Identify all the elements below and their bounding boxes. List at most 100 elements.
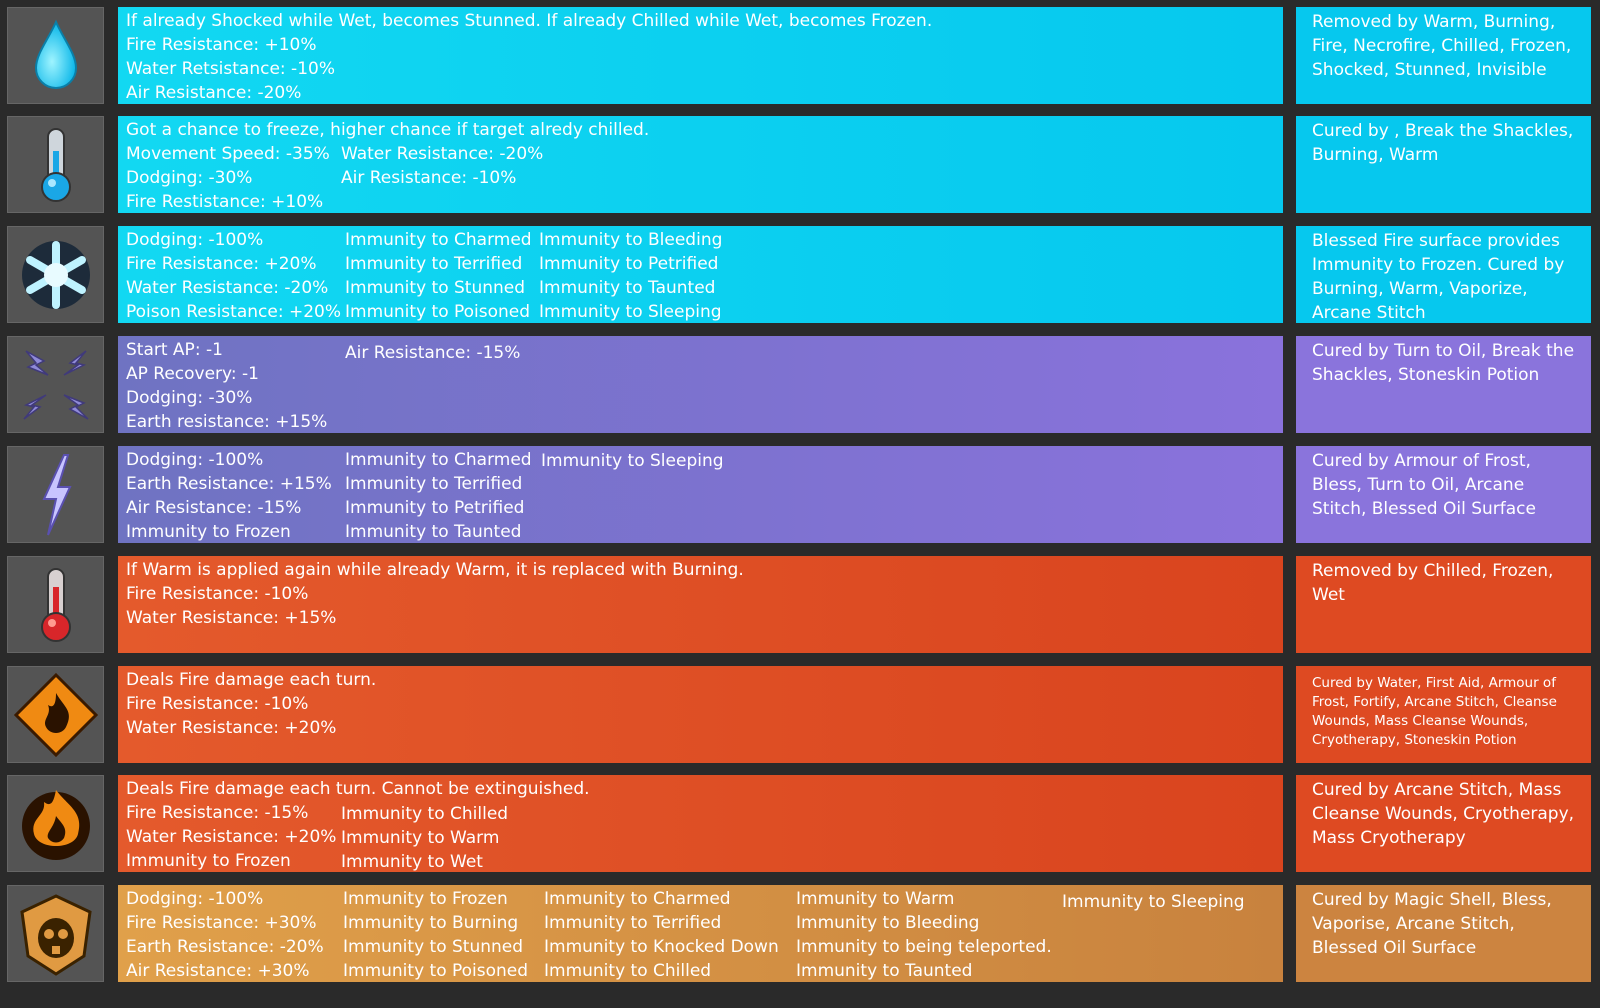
stat-line: Dodging: -100% [126,889,264,909]
status-row: If already Shocked while Wet, becomes St… [0,7,1600,107]
stat-line [126,118,330,142]
stat-line: Immunity to Warm [341,828,500,848]
stat-column: Movement Speed: -35% Dodging: -30% Fire Re… [126,118,330,214]
status-icon-tile [7,775,104,872]
stat-line: Fire Resistance: -10% [126,694,309,714]
status-row: Deals Fire damage each turn. Fire Resista… [0,666,1600,766]
stat-line: Earth resistance: +15% [126,412,328,432]
stat-line: Immunity to Burning [343,913,519,933]
stat-line: Immunity to Poisoned [343,961,529,981]
stat-line: Water Resistance: +20% [126,718,337,738]
stat-line [126,777,336,801]
status-description: Dodging: -100% Earth Resistance: +15% Air … [118,446,1283,543]
stat-line: Immunity to Terrified [345,254,523,274]
burning-icon [8,667,103,764]
status-description: Dodging: -100% Fire Resistance: +20% Water… [118,226,1283,323]
cure-description: Cured by Magic Shell, Bless, Vaporise, A… [1296,885,1591,982]
status-description: Dodging: -100% Fire Resistance: +30% Earth… [118,885,1283,982]
stat-line: Immunity to Petrified [345,498,525,518]
stat-line: Air Resistance: -15% [126,498,302,518]
status-row: Got a chance to freeze, higher chance if… [0,116,1600,216]
stat-column: Immunity to Bleeding Immunity to Petrifie… [539,228,722,324]
stat-line: Immunity to Taunted [796,961,973,981]
stat-line: Immunity to Bleeding [539,230,723,250]
status-row: Dodging: -100% Fire Resistance: +30% Earth… [0,885,1600,985]
stat-line: Immunity to Petrified [539,254,719,274]
stat-column: Dodging: -100% Fire Resistance: +20% Water… [126,228,341,324]
stat-line: Fire Resistance: -15% [126,803,309,823]
stat-line: Poison Resistance: +20% [126,302,341,322]
description-line: Got a chance to freeze, higher chance if… [126,120,650,140]
stat-column: Start AP: -1 AP Recovery: -1 Dodging: -30%… [126,338,327,434]
stat-line: Fire Resistance: +30% [126,913,317,933]
stat-line: Immunity to Taunted [539,278,716,298]
stat-column: Immunity to Frozen Immunity to Burning Imm… [343,887,528,983]
stat-line [126,668,336,692]
stat-line: Water Resistance: +20% [126,827,337,847]
stat-line: Water Retsistance: -10% [126,59,335,79]
stat-column: Fire Resistance: -10% Water Resistance: +… [126,558,336,630]
stat-line: Immunity to Taunted [345,522,522,542]
status-icon-tile [7,226,104,323]
stat-line: Immunity to Bleeding [796,913,980,933]
stat-line [341,118,543,142]
status-description: Deals Fire damage each turn. Cannot be e… [118,775,1283,872]
stat-column: Immunity to Charmed Immunity to Terrified… [345,228,532,324]
description-line: Deals Fire damage each turn. [126,670,377,690]
cure-description: Removed by Warm, Burning, Fire, Necrofir… [1296,7,1591,104]
stat-column: Fire Resistance: -15% Water Resistance: +… [126,777,336,873]
stat-line: Immunity to Charmed [345,230,532,250]
status-row: If Warm is applied again while already W… [0,556,1600,656]
stat-column: Immunity to Charmed Immunity to Terrified… [345,448,532,544]
cure-description: Cured by Arcane Stitch, Mass Cleanse Wou… [1296,775,1591,872]
description-line: Deals Fire damage each turn. Cannot be e… [126,779,590,799]
status-icon-tile [7,336,104,433]
status-row: Dodging: -100% Earth Resistance: +15% Air … [0,446,1600,546]
description-line: If already Shocked while Wet, becomes St… [126,11,933,31]
stat-line: Immunity to being teleported. [796,937,1052,957]
stat-column: Water Resistance: -20% Air Resistance: -1… [341,118,543,190]
status-row: Dodging: -100% Fire Resistance: +20% Water… [0,226,1600,326]
stat-column: Fire Resistance: -10% Water Resistance: +… [126,668,336,740]
stat-line: Air Resistance: -10% [341,168,517,188]
stat-line: Dodging: -30% [126,388,253,408]
status-description: If Warm is applied again while already W… [118,556,1283,653]
stat-line: Immunity to Wet [341,852,483,872]
stat-line: Immunity to Chilled [341,804,509,824]
status-icon-tile [7,116,104,213]
stat-column: Immunity to Warm Immunity to Bleeding Immu… [796,887,1052,983]
stat-line: Immunity to Charmed [345,450,532,470]
status-row: Deals Fire damage each turn. Cannot be e… [0,775,1600,875]
stat-line: Immunity to Stunned [343,937,524,957]
stat-line: Immunity to Frozen [126,851,291,871]
stat-line: Dodging: -100% [126,450,264,470]
status-description: Deals Fire damage each turn. Fire Resista… [118,666,1283,763]
stat-line: Immunity to Frozen [343,889,508,909]
thermometer-cold-icon [8,117,103,214]
snowflake-icon [8,227,103,324]
stat-line: Water Resistance: -20% [126,278,329,298]
stat-column: Immunity to Chilled Immunity to Warm Immun… [341,778,508,874]
stat-line: Air Resistance: -20% [126,83,302,103]
stat-column: Immunity to Sleeping [1062,890,1245,914]
cure-description: Removed by Chilled, Frozen, Wet [1296,556,1591,653]
skull-shield-icon [8,886,103,983]
lightning-bolt-icon [8,447,103,544]
thermometer-warm-icon [8,557,103,654]
status-description: Got a chance to freeze, higher chance if… [118,116,1283,213]
stat-line: Immunity to Warm [796,889,955,909]
stat-line: Earth Resistance: +15% [126,474,332,494]
water-drop-icon [8,8,103,105]
stat-column: Dodging: -100% Fire Resistance: +30% Earth… [126,887,324,983]
cure-description: Cured by , Break the Shackles, Burning, … [1296,116,1591,213]
status-icon-tile [7,7,104,104]
stat-line: Immunity to Terrified [544,913,722,933]
stat-line: Fire Resistance: +20% [126,254,317,274]
stat-line: Fire Resistance: -10% [126,584,309,604]
stat-line: Immunity to Stunned [345,278,526,298]
status-icon-tile [7,666,104,763]
status-icon-tile [7,446,104,543]
lightning-quad-icon [8,337,103,434]
stat-line: Fire Restistance: +10% [126,192,324,212]
